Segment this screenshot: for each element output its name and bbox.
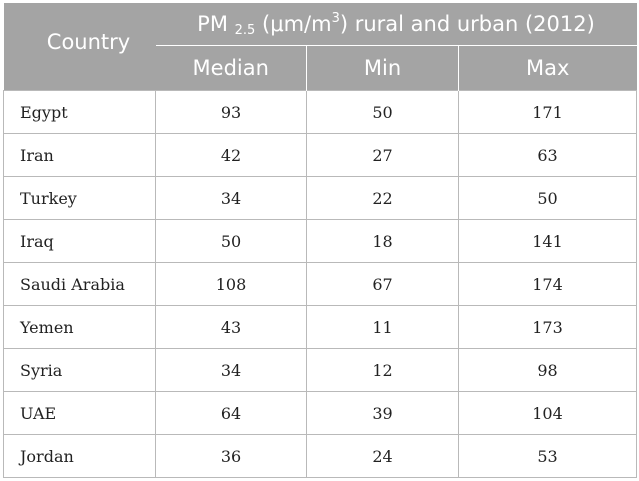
median-cell: 34 bbox=[155, 176, 307, 220]
max-cell: 53 bbox=[458, 434, 637, 478]
table-row: UAE 64 39 104 bbox=[3, 391, 637, 435]
min-cell: 24 bbox=[306, 434, 459, 478]
max-cell: 63 bbox=[458, 133, 637, 177]
median-cell: 42 bbox=[155, 133, 307, 177]
country-cell: Iraq bbox=[3, 219, 156, 263]
min-cell: 50 bbox=[306, 90, 459, 134]
table-row: Egypt 93 50 171 bbox=[3, 90, 637, 134]
min-cell: 39 bbox=[306, 391, 459, 435]
min-cell: 67 bbox=[306, 262, 459, 306]
table-header: Country PM 2.5 (μm/m3) rural and urban (… bbox=[3, 3, 637, 91]
table-row: Iraq 50 18 141 bbox=[3, 219, 637, 263]
max-cell: 50 bbox=[458, 176, 637, 220]
median-cell: 93 bbox=[155, 90, 307, 134]
country-header: Country bbox=[3, 3, 156, 91]
table-body: Egypt 93 50 171 Iran 42 27 63 Turkey 34 22 50 Iraq 50… bbox=[3, 90, 637, 478]
table-row: Turkey 34 22 50 bbox=[3, 176, 637, 220]
title-subscript: 2.5 bbox=[234, 22, 256, 38]
title-suffix: ) rural and urban (2012) bbox=[339, 11, 595, 36]
country-cell: Egypt bbox=[3, 90, 156, 134]
header-row-sub: Median Min Max bbox=[4, 45, 637, 91]
max-cell: 174 bbox=[458, 262, 637, 306]
country-cell: Iran bbox=[3, 133, 156, 177]
median-cell: 34 bbox=[155, 348, 307, 392]
min-cell: 12 bbox=[306, 348, 459, 392]
country-cell: Saudi Arabia bbox=[3, 262, 156, 306]
max-cell: 171 bbox=[458, 90, 637, 134]
country-cell: Turkey bbox=[3, 176, 156, 220]
median-cell: 108 bbox=[155, 262, 307, 306]
country-cell: Yemen bbox=[3, 305, 156, 349]
median-cell: 64 bbox=[155, 391, 307, 435]
min-cell: 18 bbox=[306, 219, 459, 263]
table-row: Iran 42 27 63 bbox=[3, 133, 637, 177]
median-header: Median bbox=[155, 45, 307, 91]
title-prefix: PM bbox=[197, 11, 228, 36]
max-cell: 104 bbox=[458, 391, 637, 435]
max-cell: 173 bbox=[458, 305, 637, 349]
median-cell: 50 bbox=[155, 219, 307, 263]
median-cell: 36 bbox=[155, 434, 307, 478]
country-cell: Jordan bbox=[3, 434, 156, 478]
max-cell: 141 bbox=[458, 219, 637, 263]
table-row: Jordan 36 24 53 bbox=[3, 434, 637, 478]
max-cell: 98 bbox=[458, 348, 637, 392]
min-cell: 11 bbox=[306, 305, 459, 349]
min-header: Min bbox=[306, 45, 459, 91]
header-row-top: Country PM 2.5 (μm/m3) rural and urban (… bbox=[3, 3, 637, 91]
country-cell: UAE bbox=[3, 391, 156, 435]
min-cell: 22 bbox=[306, 176, 459, 220]
max-header: Max bbox=[458, 45, 637, 91]
median-cell: 43 bbox=[155, 305, 307, 349]
table-row: Saudi Arabia 108 67 174 bbox=[3, 262, 637, 306]
country-cell: Syria bbox=[3, 348, 156, 392]
min-cell: 27 bbox=[306, 133, 459, 177]
title-unit: (μm/m bbox=[255, 11, 332, 36]
table-title: PM 2.5 (μm/m3) rural and urban (2012) bbox=[155, 3, 637, 46]
table-row: Yemen 43 11 173 bbox=[3, 305, 637, 349]
table-row: Syria 34 12 98 bbox=[3, 348, 637, 392]
title-superscript: 3 bbox=[331, 10, 340, 26]
pm25-table: Country PM 2.5 (μm/m3) rural and urban (… bbox=[3, 3, 637, 478]
